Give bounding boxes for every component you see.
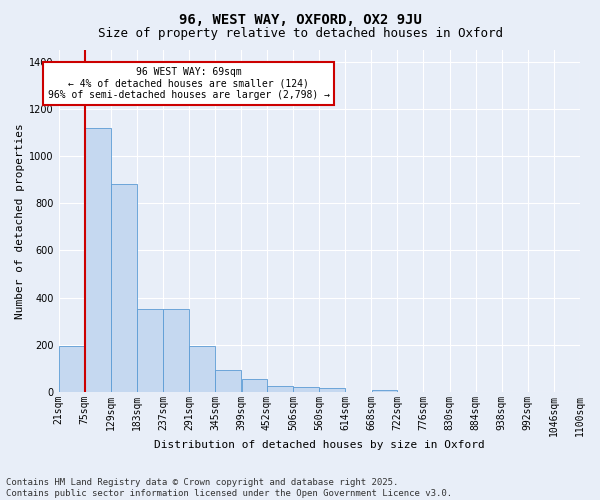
Bar (267, 386, 293, 392)
Bar (163, 310, 189, 392)
Bar (190, 346, 215, 392)
Bar (215, 370, 241, 392)
Bar (111, 184, 137, 392)
Bar (371, 390, 397, 392)
X-axis label: Distribution of detached houses by size in Oxford: Distribution of detached houses by size … (154, 440, 485, 450)
Bar (293, 387, 319, 392)
Text: Size of property relative to detached houses in Oxford: Size of property relative to detached ho… (97, 28, 503, 40)
Y-axis label: Number of detached properties: Number of detached properties (15, 123, 25, 319)
Bar (137, 310, 163, 392)
Bar (319, 388, 345, 392)
Text: 96 WEST WAY: 69sqm
← 4% of detached houses are smaller (124)
96% of semi-detache: 96 WEST WAY: 69sqm ← 4% of detached hous… (47, 66, 329, 100)
Bar (85, 128, 110, 392)
Bar (59, 346, 85, 392)
Bar (242, 379, 266, 392)
Text: 96, WEST WAY, OXFORD, OX2 9JU: 96, WEST WAY, OXFORD, OX2 9JU (179, 12, 421, 26)
Text: Contains HM Land Registry data © Crown copyright and database right 2025.
Contai: Contains HM Land Registry data © Crown c… (6, 478, 452, 498)
